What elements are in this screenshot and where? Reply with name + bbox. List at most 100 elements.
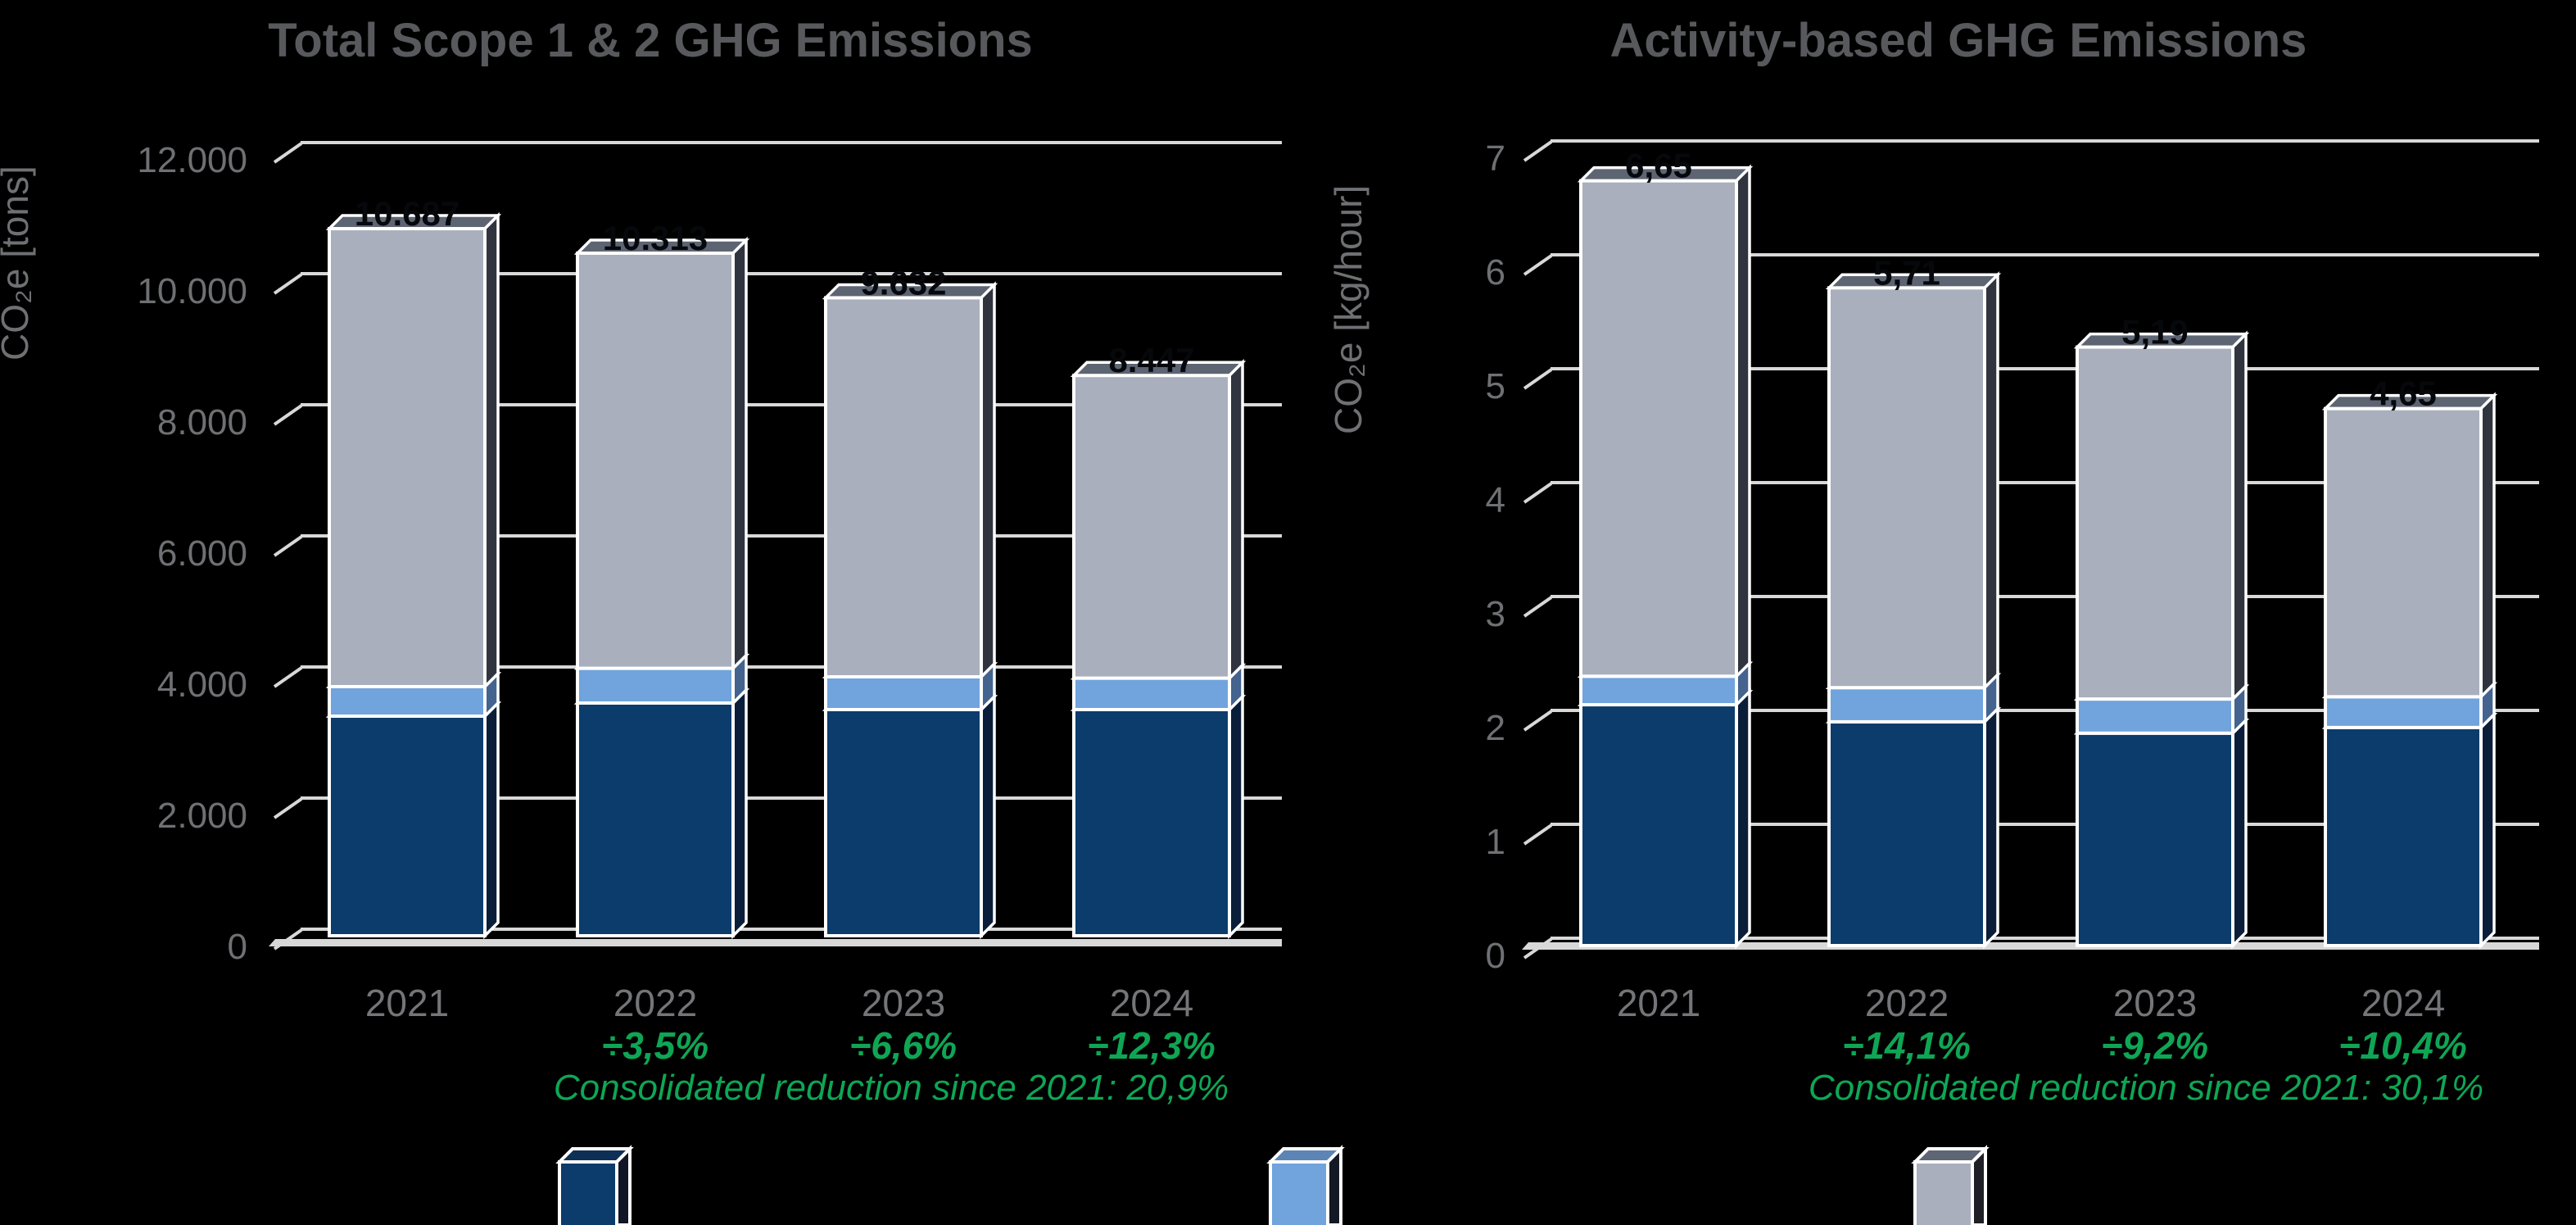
- y-axis-label-left: CO₂e [tons]: [0, 166, 36, 361]
- yoy-reduction-label: ÷3,5%: [602, 1024, 709, 1067]
- bar-value-label: 5,71: [1873, 253, 1940, 292]
- y-tick-label: 4.000: [157, 665, 247, 705]
- bar-value-label: 10.687: [355, 194, 460, 233]
- y-tick-label: 12.000: [137, 140, 247, 180]
- yoy-reduction-label: ÷14,1%: [1843, 1024, 1971, 1067]
- bar-side-face-gray: [980, 281, 996, 681]
- x-axis-baseline: [1522, 942, 2539, 950]
- bar-value-label: 5,19: [2121, 313, 2189, 352]
- bar-side-face-dark-blue: [2479, 710, 2496, 950]
- bar-segment-2024-dark-blue: [2324, 725, 2483, 947]
- bar-segment-2021-dark-blue: [328, 715, 487, 937]
- bar-side-face-gray: [1228, 359, 1244, 682]
- axis-tick-elbow: [1523, 368, 1553, 390]
- legend-cube-gray: [1913, 1160, 1974, 1225]
- y-tick-label: 8.000: [157, 402, 247, 442]
- axis-tick-elbow: [273, 273, 303, 295]
- y-tick-label: 2.000: [157, 796, 247, 836]
- bar-segment-2024-gray: [2324, 406, 2483, 699]
- bar-side-face-gray: [2479, 392, 2496, 701]
- y-axis-label-right: CO₂e [kg/hour]: [1327, 184, 1369, 434]
- bar-segment-2023-light-blue: [824, 675, 983, 711]
- bar-segment-2023-dark-blue: [824, 708, 983, 937]
- axis-tick-elbow: [1523, 254, 1553, 276]
- axis-tick-elbow: [273, 404, 303, 426]
- bar-side-face-dark-blue: [1735, 687, 1751, 950]
- y-tick-label: 6: [1486, 252, 1505, 293]
- yoy-reduction-label: ÷10,4%: [2339, 1024, 2467, 1067]
- consolidated-reduction-note-right: Consolidated reduction since 2021: 30,1%: [1808, 1068, 2484, 1108]
- bar-segment-2024-dark-blue: [1072, 708, 1231, 937]
- x-category-label: 2024: [2361, 982, 2445, 1024]
- x-category-label: 2023: [2113, 982, 2197, 1024]
- bar-side-face-dark-blue: [1228, 692, 1244, 940]
- y-tick-label: 6.000: [157, 533, 247, 574]
- bar-side-face-gray: [483, 211, 500, 691]
- bar-value-label: 4,65: [2370, 374, 2437, 413]
- bar-segment-2021-gray: [1579, 179, 1738, 678]
- legend-cube-side-gray: [1971, 1145, 1987, 1225]
- y-tick-label: 4: [1486, 480, 1505, 520]
- yoy-reduction-label: ÷6,6%: [850, 1024, 957, 1067]
- y-tick-label: 2: [1486, 708, 1505, 748]
- legend-cube-side-light-blue: [1326, 1145, 1342, 1225]
- bar-segment-2021-light-blue: [328, 685, 487, 718]
- bar-segment-2023-gray: [2076, 345, 2234, 701]
- yoy-reduction-label: ÷9,2%: [2102, 1024, 2208, 1067]
- bar-side-face-dark-blue: [1983, 705, 1999, 950]
- bar-segment-2022-light-blue: [576, 666, 735, 705]
- bar-segment-2024-gray: [1072, 374, 1231, 680]
- axis-tick-elbow: [1523, 482, 1553, 504]
- bar-segment-2022-gray: [1827, 286, 1986, 690]
- bar-value-label: 9.632: [860, 263, 946, 302]
- bar-side-face-dark-blue: [731, 686, 748, 940]
- bar-segment-2021-dark-blue: [1579, 703, 1738, 947]
- bar-segment-2022-dark-blue: [576, 701, 735, 937]
- x-axis-baseline: [269, 939, 1282, 946]
- legend-cube-dark-blue: [558, 1160, 618, 1225]
- y-tick-label: 0: [1486, 936, 1505, 976]
- bar-segment-2024-light-blue: [2324, 695, 2483, 729]
- bar-value-label: 8.447: [1108, 341, 1194, 379]
- x-category-label: 2021: [1617, 982, 1700, 1024]
- x-category-label: 2021: [365, 982, 449, 1024]
- x-category-label: 2024: [1110, 982, 1193, 1024]
- bar-segment-2022-light-blue: [1827, 686, 1986, 724]
- legend-cube-side-dark-blue: [615, 1145, 632, 1225]
- bar-segment-2021-light-blue: [1579, 674, 1738, 707]
- bar-side-face-dark-blue: [980, 692, 996, 940]
- bar-side-face-gray: [1735, 164, 1751, 680]
- bar-segment-2024-light-blue: [1072, 676, 1231, 711]
- chart-title-left: Total Scope 1 & 2 GHG Emissions: [268, 14, 1033, 67]
- axis-tick-elbow: [1523, 823, 1553, 846]
- consolidated-reduction-note-left: Consolidated reduction since 2021: 20,9%: [553, 1068, 1229, 1108]
- chart-title-right: Activity-based GHG Emissions: [1609, 14, 2307, 67]
- bar-side-face-gray: [1983, 271, 1999, 692]
- x-category-label: 2022: [1865, 982, 1949, 1024]
- y-tick-label: 3: [1486, 594, 1505, 634]
- bar-side-face-dark-blue: [2231, 716, 2248, 950]
- axis-tick-elbow: [1523, 710, 1553, 732]
- x-category-label: 2023: [862, 982, 945, 1024]
- x-category-label: 2022: [613, 982, 697, 1024]
- axis-tick-elbow: [273, 666, 303, 688]
- bar-segment-2023-light-blue: [2076, 697, 2234, 735]
- bar-segment-2023-gray: [824, 296, 983, 678]
- y-tick-label: 1: [1486, 822, 1505, 862]
- axis-tick-elbow: [273, 535, 303, 557]
- bar-value-label: 6,65: [1625, 147, 1692, 185]
- yoy-reduction-label: ÷12,3%: [1088, 1024, 1216, 1067]
- y-tick-label: 0: [228, 927, 247, 967]
- axis-tick-elbow: [1523, 596, 1553, 618]
- axis-tick-elbow: [1523, 140, 1553, 162]
- bar-segment-2023-dark-blue: [2076, 731, 2234, 947]
- y-tick-label: 5: [1486, 366, 1505, 406]
- axis-tick-elbow: [273, 142, 303, 164]
- bar-segment-2021-gray: [328, 227, 487, 689]
- y-tick-label: 7: [1486, 138, 1505, 179]
- bar-value-label: 10.313: [603, 219, 708, 257]
- legend-cube-light-blue: [1269, 1160, 1329, 1225]
- bar-side-face-dark-blue: [483, 699, 500, 940]
